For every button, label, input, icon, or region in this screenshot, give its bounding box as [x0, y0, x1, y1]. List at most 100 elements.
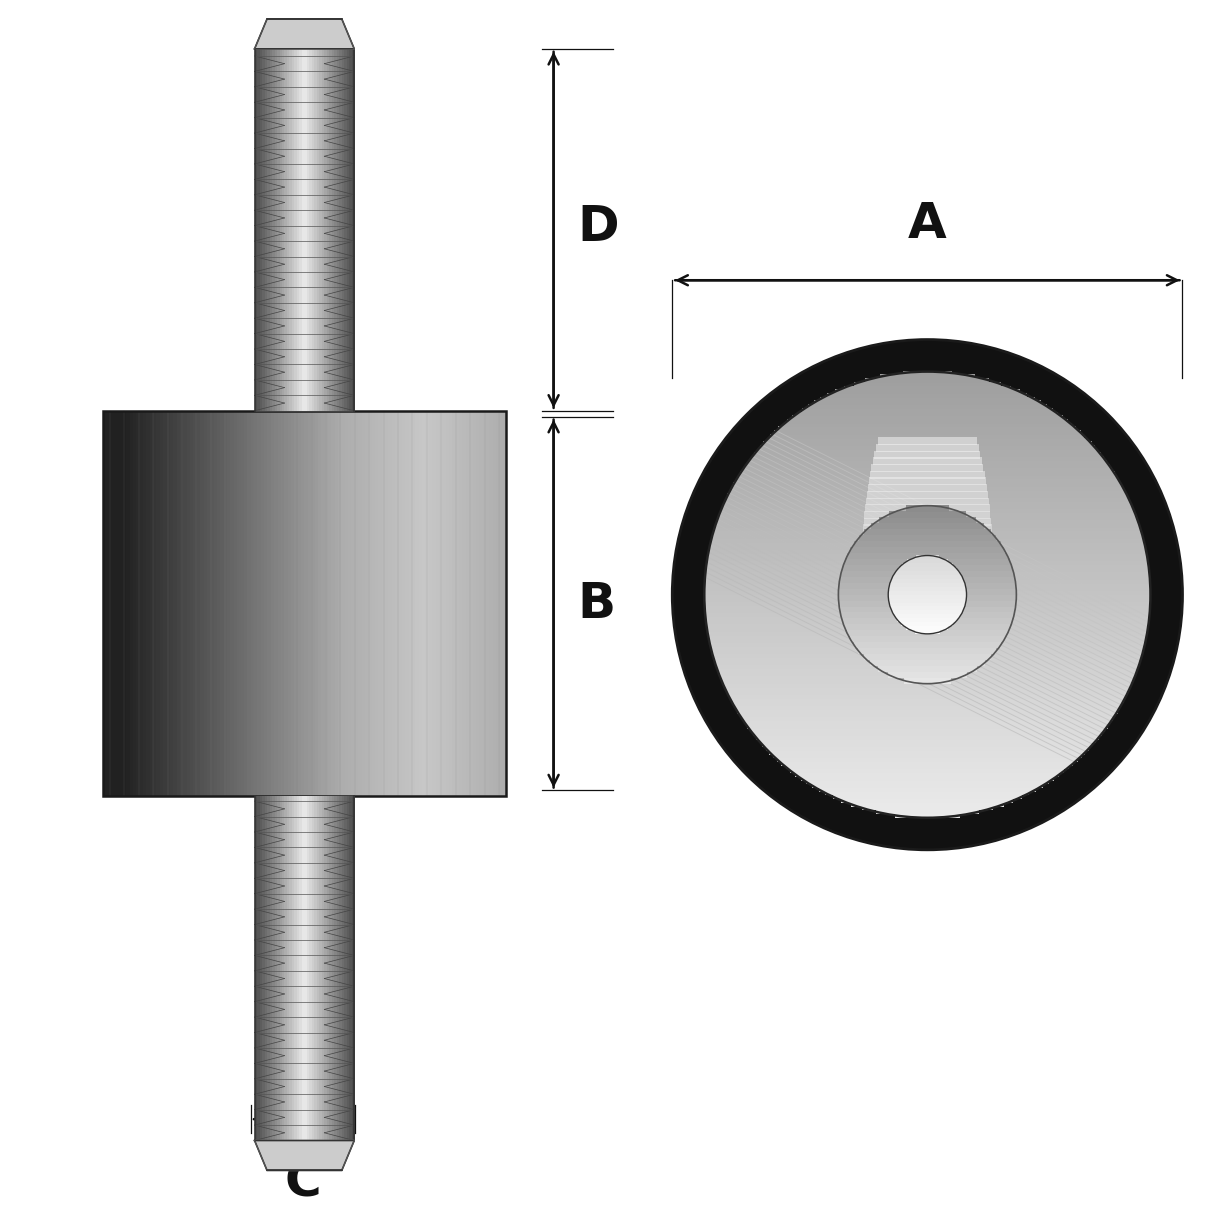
Bar [727, 691, 1128, 696]
Circle shape [839, 506, 1016, 683]
Bar [715, 660, 1140, 665]
Bar [486, 410, 490, 796]
Bar [895, 571, 960, 575]
Bar [728, 694, 1125, 699]
Bar [368, 410, 373, 796]
Bar [289, 796, 293, 1140]
Bar [839, 594, 1016, 601]
Bar [106, 410, 110, 796]
Polygon shape [255, 19, 354, 49]
Bar [262, 49, 265, 410]
Bar [149, 410, 154, 796]
Bar [704, 583, 1150, 588]
Bar [317, 49, 320, 410]
Bar [875, 810, 978, 815]
Bar [314, 796, 318, 1140]
Bar [750, 456, 1104, 461]
Bar [274, 410, 278, 796]
Bar [891, 579, 964, 583]
Bar [756, 449, 1099, 453]
Bar [867, 490, 988, 499]
Bar [339, 49, 342, 410]
Bar [322, 796, 325, 1140]
Bar [291, 410, 295, 796]
Bar [291, 796, 295, 1140]
Bar [901, 622, 953, 626]
Bar [812, 783, 1043, 788]
Bar [272, 796, 276, 1140]
Bar [731, 698, 1124, 703]
Bar [342, 796, 345, 1140]
Bar [708, 556, 1147, 561]
Bar [282, 796, 285, 1140]
Bar [715, 523, 1140, 528]
Bar [902, 370, 952, 375]
Bar [307, 49, 310, 410]
Bar [710, 541, 1145, 546]
Bar [160, 410, 164, 796]
Bar [453, 410, 456, 796]
Bar [472, 410, 476, 796]
Bar [707, 561, 1148, 565]
Bar [863, 524, 992, 532]
Bar [748, 460, 1107, 465]
Bar [887, 671, 966, 677]
Bar [708, 552, 1147, 557]
Bar [845, 558, 1010, 565]
Bar [352, 410, 356, 796]
Bar [339, 796, 342, 1140]
Bar [214, 410, 217, 796]
Bar [248, 410, 251, 796]
Bar [843, 618, 1012, 624]
Bar [237, 410, 242, 796]
Bar [709, 549, 1146, 554]
Bar [870, 471, 985, 478]
Bar [730, 489, 1125, 494]
Bar [103, 410, 107, 796]
Bar [327, 49, 330, 410]
Bar [244, 410, 248, 796]
Bar [206, 410, 211, 796]
Text: B: B [578, 580, 615, 628]
Bar [422, 410, 426, 796]
Bar [429, 410, 432, 796]
Bar [777, 758, 1078, 762]
Bar [725, 687, 1129, 691]
Bar [770, 750, 1085, 755]
Bar [870, 659, 985, 666]
Bar [747, 724, 1107, 728]
Bar [439, 410, 443, 796]
Bar [337, 410, 342, 796]
Bar [398, 410, 403, 796]
Bar [489, 410, 493, 796]
Bar [864, 511, 991, 518]
Bar [297, 49, 300, 410]
Bar [753, 731, 1102, 736]
Bar [297, 410, 301, 796]
Bar [861, 551, 993, 558]
Bar [223, 410, 228, 796]
Bar [277, 49, 280, 410]
Bar [455, 410, 460, 796]
Bar [806, 779, 1049, 784]
Bar [123, 410, 126, 796]
Bar [126, 410, 130, 796]
Bar [409, 410, 413, 796]
Bar [873, 458, 982, 465]
Bar [312, 796, 314, 1140]
Bar [180, 410, 185, 796]
Bar [890, 602, 965, 607]
Bar [469, 410, 473, 796]
Bar [322, 410, 325, 796]
Bar [265, 410, 268, 796]
Bar [348, 410, 352, 796]
Bar [302, 796, 305, 1140]
Bar [714, 657, 1141, 662]
Bar [255, 49, 257, 410]
Bar [294, 410, 299, 796]
Bar [844, 386, 1011, 390]
Bar [270, 49, 273, 410]
Bar [870, 523, 985, 529]
Bar [271, 410, 274, 796]
Bar [227, 410, 231, 796]
